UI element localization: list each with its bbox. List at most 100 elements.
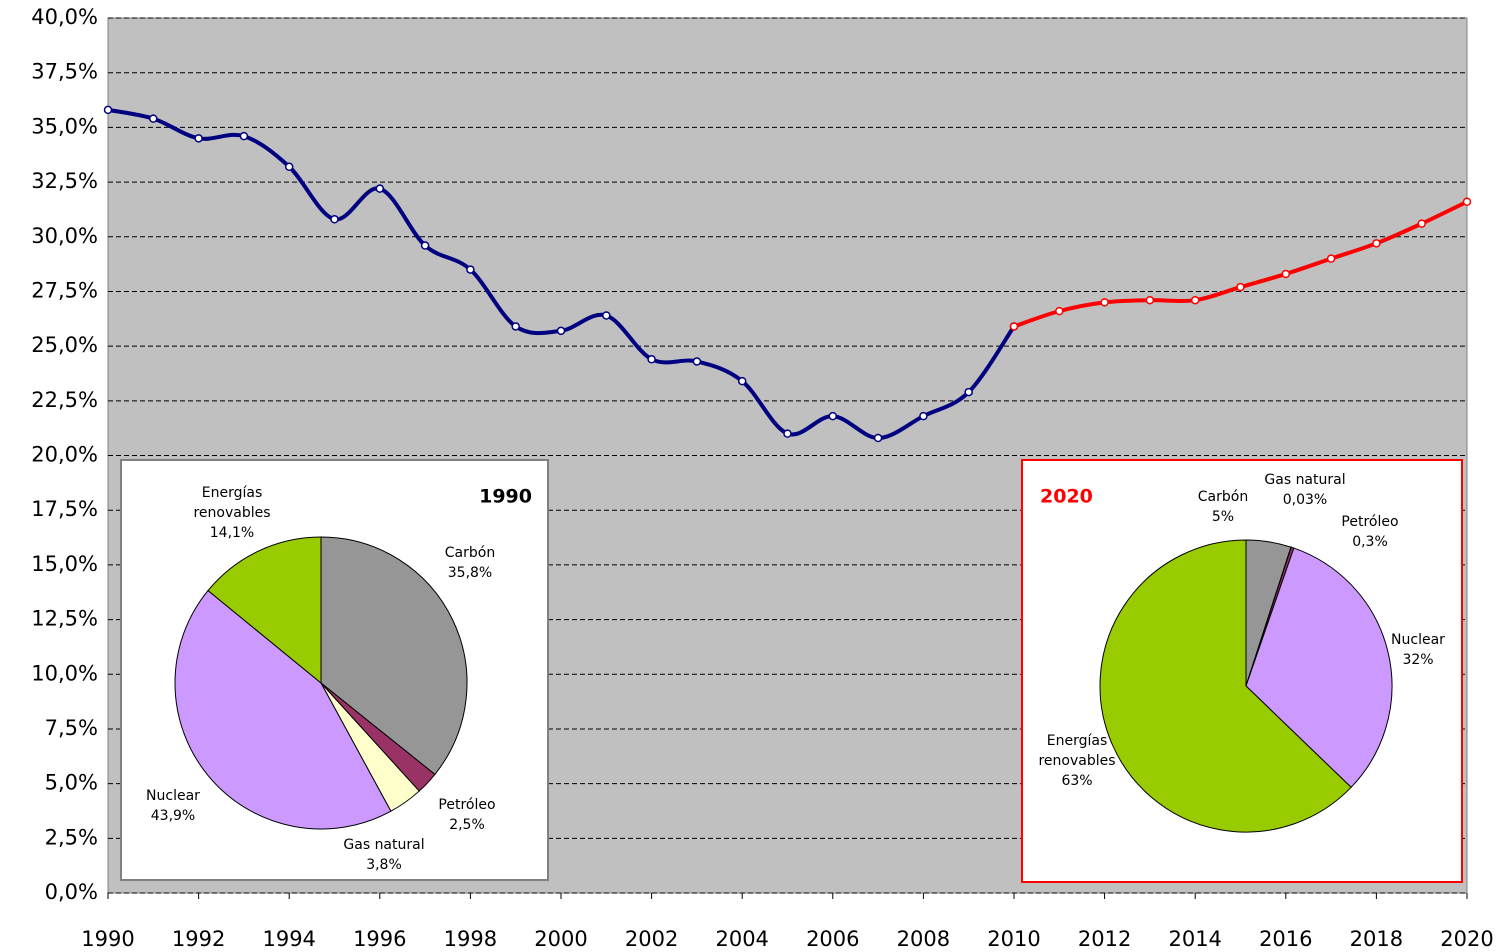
- data-point: [1190, 295, 1200, 305]
- x-tick-label: 2008: [897, 927, 950, 951]
- x-tick-label: 2012: [1078, 927, 1131, 951]
- y-tick-label: 2,5%: [45, 825, 98, 849]
- data-point: [919, 411, 928, 421]
- data-point: [873, 433, 883, 443]
- y-tick-label: 12,5%: [31, 607, 98, 631]
- pie-label: Carbón 5%: [1175, 487, 1271, 527]
- pie-label-value: 63%: [1061, 773, 1093, 789]
- pie-label-value: 0,3%: [1352, 534, 1388, 550]
- pie-title: 2020: [1040, 486, 1093, 508]
- data-point: [737, 376, 747, 386]
- pie-title: 1990: [479, 486, 532, 508]
- pie-label: Gas natural 0,03%: [1257, 470, 1353, 510]
- data-point: [692, 357, 702, 366]
- y-tick-label: 20,0%: [31, 443, 98, 467]
- pie-label: Nuclear 32%: [1370, 630, 1466, 670]
- y-tick-label: 40,0%: [31, 5, 98, 29]
- x-tick-label: 2004: [715, 927, 768, 951]
- pie-label-value: 3,8%: [366, 857, 402, 873]
- data-point: [1462, 197, 1472, 206]
- x-tick-label: 2006: [806, 927, 859, 951]
- pie-label: Carbón 35,8%: [422, 543, 518, 583]
- pie-label-name: Gas natural: [1264, 472, 1346, 488]
- pie-label: Energías renovables 63%: [1029, 731, 1125, 791]
- pie-slice: [320, 536, 468, 776]
- pie-slice: [174, 589, 392, 830]
- data-point: [511, 322, 520, 331]
- data-point: [1236, 282, 1245, 292]
- x-tick-label: 2016: [1259, 927, 1312, 951]
- pie-label-name: Petróleo: [1341, 514, 1399, 530]
- y-tick-label: 35,0%: [31, 114, 98, 138]
- data-point: [149, 114, 158, 123]
- data-point: [1281, 269, 1291, 279]
- x-tick-label: 1994: [262, 927, 315, 951]
- pie-label-name: Nuclear: [1391, 632, 1445, 648]
- pie-label-name: Carbón: [1197, 489, 1249, 505]
- x-tick-label: 1992: [172, 927, 225, 951]
- data-point: [1100, 298, 1109, 307]
- pie-label-value: 14,1%: [209, 525, 255, 541]
- data-point: [602, 311, 611, 320]
- pie-slice: [1245, 547, 1393, 789]
- y-tick-label: 17,5%: [31, 497, 98, 521]
- data-point: [284, 162, 294, 171]
- data-point: [1417, 219, 1426, 228]
- data-point: [964, 387, 973, 397]
- data-point: [1326, 254, 1336, 263]
- pie-label-name: Petróleo: [438, 797, 496, 813]
- y-tick-label: 25,0%: [31, 333, 98, 357]
- y-tick-label: 30,0%: [31, 224, 98, 248]
- x-tick-label: 2020: [1440, 927, 1493, 951]
- data-point: [1372, 239, 1381, 248]
- data-point: [556, 326, 566, 336]
- pie-label-value: 32%: [1402, 652, 1434, 668]
- data-point: [239, 131, 249, 141]
- pie-label-name: Carbón: [444, 545, 496, 561]
- data-point: [375, 184, 385, 193]
- data-point: [330, 215, 339, 224]
- x-tick-label: 1998: [444, 927, 497, 951]
- pie-slice: [207, 536, 322, 685]
- pie-slice: [1099, 539, 1352, 833]
- data-point: [420, 241, 430, 250]
- y-tick-label: 22,5%: [31, 388, 98, 412]
- pie-label: Nuclear 43,9%: [125, 786, 221, 826]
- data-point: [1055, 306, 1064, 316]
- y-tick-label: 10,0%: [31, 661, 98, 685]
- data-point: [828, 411, 838, 421]
- x-tick-label: 1996: [353, 927, 406, 951]
- pie-label-name: Energías renovables: [1038, 733, 1116, 769]
- y-tick-label: 37,5%: [31, 60, 98, 84]
- y-tick-label: 15,0%: [31, 552, 98, 576]
- data-point: [466, 265, 475, 274]
- y-tick-label: 5,0%: [45, 771, 98, 795]
- pie-label: Petróleo 2,5%: [419, 795, 515, 835]
- y-tick-label: 27,5%: [31, 278, 98, 302]
- data-point: [1145, 295, 1155, 305]
- data-point: [103, 105, 113, 115]
- x-tick-label: 2000: [534, 927, 587, 951]
- data-point: [194, 134, 203, 143]
- pie-label-value: 5%: [1211, 509, 1235, 525]
- pie-label-name: Nuclear: [146, 788, 200, 804]
- pie-label-value: 43,9%: [150, 808, 196, 824]
- y-tick-label: 7,5%: [45, 716, 98, 740]
- pie-label-name: Energías renovables: [193, 485, 271, 521]
- pie-label: Energías renovables 14,1%: [184, 483, 280, 543]
- x-tick-label: 2014: [1168, 927, 1221, 951]
- data-point: [647, 355, 656, 364]
- pie-label-value: 2,5%: [449, 817, 485, 833]
- data-point: [1009, 322, 1019, 331]
- x-tick-label: 2002: [625, 927, 678, 951]
- y-tick-label: 32,5%: [31, 169, 98, 193]
- x-tick-label: 2018: [1350, 927, 1403, 951]
- pie-label-value: 35,8%: [447, 565, 493, 581]
- pie-label: Gas natural 3,8%: [336, 835, 432, 875]
- x-tick-label: 1990: [81, 927, 134, 951]
- x-tick-label: 2010: [987, 927, 1040, 951]
- pie-label-name: Gas natural: [343, 837, 425, 853]
- data-point: [783, 429, 792, 438]
